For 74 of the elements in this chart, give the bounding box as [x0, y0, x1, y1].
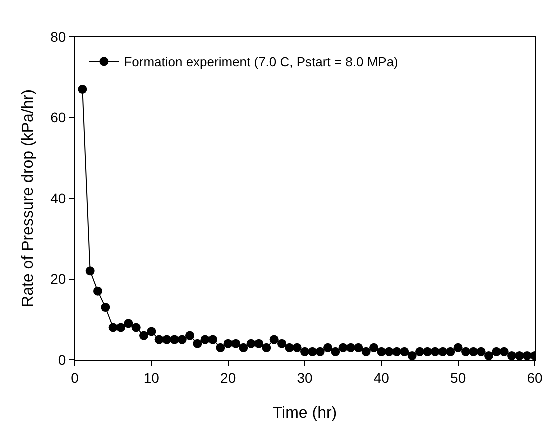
point: [140, 331, 148, 340]
point: [162, 335, 172, 344]
y-tick-label: 0: [58, 352, 66, 368]
y-tick-label: 40: [50, 190, 66, 206]
point: [216, 343, 226, 352]
point: [515, 351, 524, 360]
point: [462, 347, 470, 356]
point: [86, 266, 95, 276]
y-tick-label: 20: [50, 271, 66, 288]
y-tick-label: 80: [50, 28, 66, 45]
point: [400, 347, 410, 356]
point: [147, 327, 156, 336]
point: [278, 339, 286, 348]
point: [124, 319, 134, 328]
x-axis-title: Time (hr): [272, 405, 338, 422]
point: [354, 343, 364, 352]
point: [232, 339, 240, 348]
point: [492, 347, 502, 356]
x-tick-label: 60: [527, 370, 543, 386]
point: [416, 347, 424, 356]
point: [193, 339, 202, 348]
point: [239, 343, 248, 352]
point: [331, 347, 340, 356]
y-tick-label: 60: [50, 110, 66, 126]
point: [170, 335, 180, 344]
point: [446, 347, 456, 356]
point: [438, 347, 448, 356]
point: [408, 351, 417, 360]
point: [346, 343, 356, 352]
point: [116, 323, 126, 332]
point: [186, 331, 194, 340]
y-axis-title: Rate of Pressure drop (kPa/hr): [20, 90, 37, 308]
point: [454, 343, 463, 352]
x-tick-label: 30: [297, 370, 313, 386]
point: [208, 335, 218, 344]
point: [101, 303, 110, 312]
point: [324, 343, 332, 352]
x-tick-label: 40: [374, 370, 390, 386]
point: [508, 351, 516, 360]
point: [224, 339, 233, 348]
point: [469, 347, 478, 356]
point: [254, 339, 264, 348]
x-tick-label: 10: [144, 370, 160, 386]
point: [370, 343, 378, 352]
point: [484, 351, 494, 360]
point: [154, 335, 164, 344]
point: [377, 347, 386, 356]
point: [308, 347, 318, 356]
point: [384, 347, 394, 356]
point: [78, 84, 88, 94]
point: [300, 347, 310, 356]
point: [392, 347, 402, 356]
point: [292, 343, 302, 352]
point: [285, 343, 294, 352]
point: [316, 347, 325, 356]
point: [423, 347, 432, 356]
point: [270, 335, 279, 344]
point: [522, 351, 532, 360]
point: [262, 343, 272, 352]
point: [108, 323, 118, 332]
point: [94, 286, 102, 296]
point: [476, 347, 486, 356]
x-tick-label: 0: [71, 370, 80, 386]
point: [362, 347, 371, 356]
point: [246, 339, 256, 348]
x-tick-label: 50: [450, 370, 466, 386]
legend-label: Formation experiment (7.0 C, Pstart = 8.0 MPa): [124, 54, 398, 70]
point: [500, 347, 509, 356]
point: [338, 343, 348, 352]
x-tick-label: 20: [220, 370, 236, 386]
point: [430, 347, 440, 356]
point: [178, 335, 187, 344]
point: [132, 323, 141, 332]
point: [200, 335, 210, 344]
